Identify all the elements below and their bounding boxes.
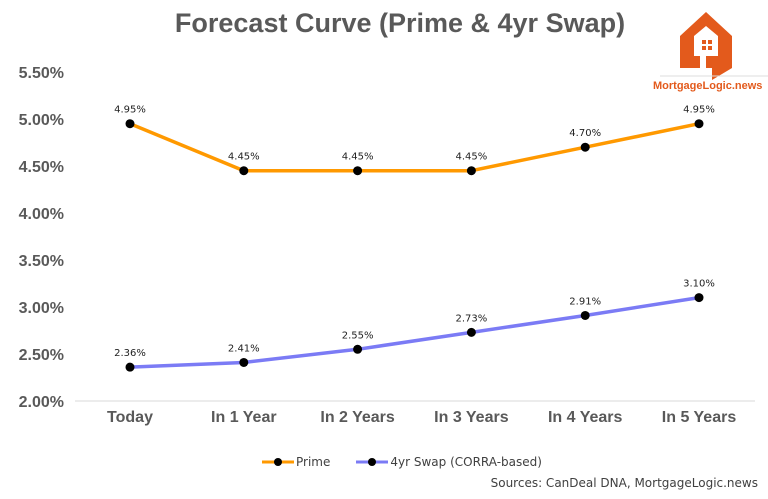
series-line-1 bbox=[129, 295, 700, 369]
logo-text: MortgageLogic.news bbox=[653, 80, 763, 92]
data-point bbox=[239, 357, 249, 367]
data-label: 4.45% bbox=[228, 152, 260, 163]
data-point bbox=[580, 310, 590, 320]
data-label: 3.10% bbox=[683, 279, 715, 290]
series-line-0 bbox=[129, 121, 700, 173]
data-label: 2.36% bbox=[114, 348, 146, 359]
house-logo-icon bbox=[660, 12, 768, 80]
legend-label-prime: Prime bbox=[296, 455, 331, 469]
data-point bbox=[239, 166, 249, 176]
x-tick-label: In 4 Years bbox=[548, 409, 623, 426]
legend-item-prime[interactable]: Prime bbox=[262, 455, 330, 469]
legend-marker-swap bbox=[356, 458, 389, 466]
y-tick-label: 2.00% bbox=[19, 394, 64, 411]
data-label: 2.73% bbox=[456, 313, 488, 324]
chart-title: Forecast Curve (Prime & 4yr Swap) bbox=[174, 8, 626, 38]
legend-label-swap: 4yr Swap (CORRA-based) bbox=[390, 455, 542, 469]
x-tick-label: In 1 Year bbox=[211, 409, 277, 426]
data-point bbox=[466, 166, 476, 176]
legend-marker-prime bbox=[262, 458, 294, 466]
legend: Prime 4yr Swap (CORRA-based) bbox=[262, 455, 542, 469]
data-point bbox=[694, 119, 704, 129]
data-point bbox=[580, 142, 590, 152]
data-label: 2.41% bbox=[228, 343, 260, 354]
data-point bbox=[125, 119, 135, 129]
x-tick-label: In 5 Years bbox=[662, 409, 737, 426]
data-label: 2.55% bbox=[342, 330, 374, 341]
data-label: 4.70% bbox=[569, 128, 601, 139]
y-tick-label: 3.50% bbox=[19, 253, 64, 270]
y-tick-label: 3.00% bbox=[19, 300, 64, 317]
data-label: 4.95% bbox=[683, 105, 715, 116]
y-tick-label: 5.00% bbox=[19, 112, 64, 129]
x-tick-label: In 3 Years bbox=[434, 409, 509, 426]
data-label: 4.95% bbox=[114, 105, 146, 116]
data-point bbox=[353, 344, 363, 354]
y-tick-label: 4.50% bbox=[19, 159, 64, 176]
data-label: 2.91% bbox=[569, 296, 601, 307]
data-point bbox=[353, 166, 363, 176]
data-point bbox=[694, 293, 704, 303]
y-tick-label: 4.00% bbox=[19, 206, 64, 223]
source-note: Sources: CanDeal DNA, MortgageLogic.news bbox=[490, 476, 758, 490]
data-point bbox=[125, 362, 135, 372]
data-label: 4.45% bbox=[342, 152, 374, 163]
y-tick-label: 2.50% bbox=[19, 347, 64, 364]
x-tick-label: In 2 Years bbox=[320, 409, 395, 426]
y-tick-label: 5.50% bbox=[19, 65, 64, 82]
data-point bbox=[466, 327, 476, 337]
data-label: 4.45% bbox=[456, 152, 488, 163]
legend-item-swap[interactable]: 4yr Swap (CORRA-based) bbox=[356, 455, 542, 469]
x-tick-label: Today bbox=[107, 409, 153, 426]
